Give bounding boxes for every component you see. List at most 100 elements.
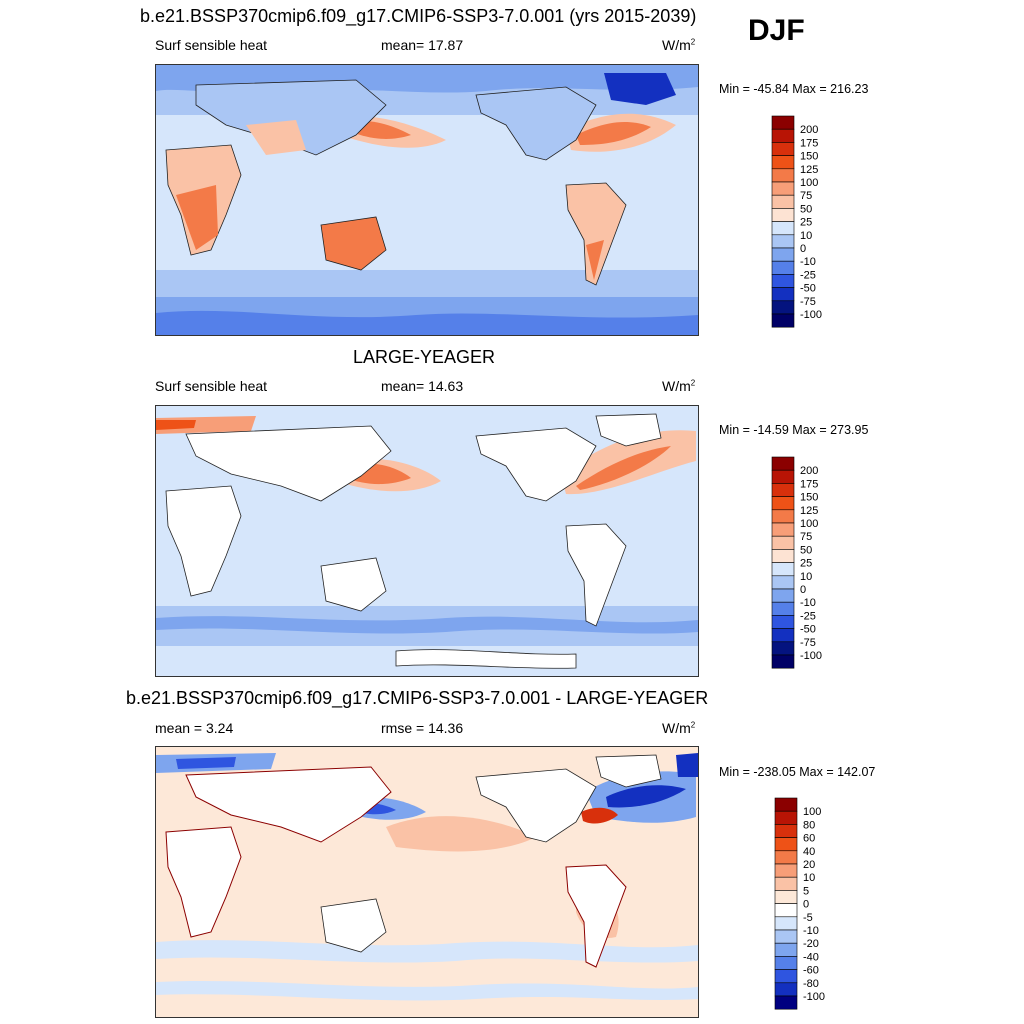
colorbar-label: -10 [800,597,816,609]
colorbar-box [771,115,795,130]
colorbar-box [774,824,798,838]
colorbar-label: -75 [800,637,816,649]
colorbar-label: -25 [800,269,816,281]
colorbar-label: -40 [803,951,819,963]
colorbar-label: -20 [803,938,819,950]
colorbar-label: 10 [803,872,815,884]
colorbar-box [771,509,795,524]
colorbar-label: 75 [800,190,812,202]
colorbar-label: -100 [800,309,822,321]
colorbar-box [771,313,795,328]
colorbar-box [774,810,798,825]
colorbar-box [771,469,795,484]
colorbar-box [774,903,798,918]
panel1-mean-label: mean= 17.87 [381,37,464,53]
colorbar-label: -100 [803,991,825,1003]
colorbar-box [771,483,795,497]
colorbar-label: 0 [803,899,809,911]
season-label: DJF [748,14,805,47]
colorbar-box [771,221,795,236]
panel1-map [155,64,699,336]
colorbar-label: 50 [800,544,812,556]
colorbar-box [771,628,795,643]
colorbar-box [771,522,795,537]
colorbar-label: 80 [803,819,815,831]
colorbar-label: 25 [800,217,812,229]
colorbar-label: -50 [800,283,816,295]
colorbar-box [771,274,795,288]
colorbar-box [771,234,795,249]
colorbar-box [774,797,798,812]
colorbar-box [774,942,798,957]
colorbar-label: -50 [800,624,816,636]
colorbar-label: -5 [803,912,813,924]
colorbar-box [771,601,795,616]
colorbar-label: 50 [800,203,812,215]
colorbar-box [771,208,795,222]
colorbar-label: 60 [803,833,815,845]
panel2-map-canvas [156,406,698,676]
colorbar-box [771,575,795,590]
colorbar-label: 10 [800,571,812,583]
colorbar-label: 0 [800,584,806,596]
colorbar-box [771,641,795,656]
colorbar-box [771,562,795,577]
colorbar-box [774,916,798,931]
colorbar-box [774,837,798,852]
colorbar-box [774,929,798,944]
colorbar-label: 175 [800,478,818,490]
colorbar-label: 20 [803,859,815,871]
panel1-colorbar: 200 175 150 125 100 75 50 25 10 0 -10 -25 -50 -75 -100 [771,115,852,330]
colorbar-box [774,850,798,865]
colorbar-label: 175 [800,137,818,149]
panel3-mean-label: mean = 3.24 [155,720,234,736]
colorbar-label: 150 [800,492,818,504]
colorbar-box [774,876,798,891]
colorbar-box [771,535,795,550]
colorbar-box [771,247,795,262]
colorbar-box [774,863,798,878]
colorbar-box [771,588,795,603]
panel2-colorbar: 200 175 150 125 100 75 50 25 10 0 -10 -25 -50 -75 -100 [771,456,852,671]
colorbar-box [771,456,795,471]
colorbar-box [771,142,795,156]
colorbar-box [771,260,795,275]
panel3-minmax: Min = -238.05 Max = 142.07 [719,765,876,779]
colorbar-box [774,982,798,997]
panel3-map [155,746,699,1018]
colorbar-box [774,969,798,984]
colorbar-box [771,300,795,315]
colorbar-box [771,168,795,183]
panel1-map-canvas [156,65,698,335]
panel2-minmax: Min = -14.59 Max = 273.95 [719,423,869,437]
panel3-colorbar: 100 80 60 40 20 10 5 0 -5 -10 -20 -40 -60 -80 -100 [774,797,855,1012]
colorbar-box [771,194,795,209]
panel3-title: b.e21.BSSP370cmip6.f09_g17.CMIP6-SSP3-7.… [126,688,709,708]
colorbar-label: 200 [800,124,818,136]
panel3-units: W/m2 [662,720,696,736]
colorbar-box [771,155,795,170]
colorbar-label: -100 [800,650,822,662]
panel2-map [155,405,699,677]
colorbar-label: 5 [803,885,809,897]
colorbar-box [774,890,798,904]
colorbar-box [771,181,795,196]
colorbar-label: 125 [800,164,818,176]
colorbar-box [771,615,795,629]
colorbar-label: -10 [803,925,819,937]
panel2-units: W/m2 [662,378,696,394]
colorbar-label: -60 [803,965,819,977]
colorbar-label: 25 [800,558,812,570]
colorbar-box [771,496,795,511]
colorbar-label: 125 [800,505,818,517]
colorbar-label: 75 [800,531,812,543]
colorbar-box [774,956,798,970]
colorbar-label: 100 [800,518,818,530]
panel2-mean-label: mean= 14.63 [381,378,464,394]
colorbar-box [774,995,798,1010]
panel2-title: LARGE-YEAGER [353,347,496,367]
colorbar-box [771,654,795,669]
